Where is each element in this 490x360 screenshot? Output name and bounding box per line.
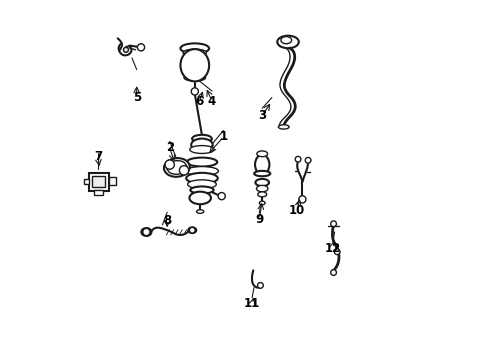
Ellipse shape bbox=[277, 36, 299, 48]
Circle shape bbox=[165, 160, 174, 169]
Ellipse shape bbox=[257, 151, 268, 157]
Ellipse shape bbox=[196, 210, 204, 213]
Circle shape bbox=[123, 47, 128, 52]
Circle shape bbox=[299, 196, 306, 203]
Ellipse shape bbox=[183, 49, 206, 56]
Ellipse shape bbox=[184, 75, 205, 81]
Ellipse shape bbox=[141, 228, 151, 236]
Circle shape bbox=[191, 88, 198, 95]
Ellipse shape bbox=[186, 167, 219, 176]
Ellipse shape bbox=[254, 171, 270, 176]
Ellipse shape bbox=[281, 37, 292, 44]
Ellipse shape bbox=[259, 201, 265, 205]
Text: 5: 5 bbox=[133, 91, 141, 104]
Ellipse shape bbox=[190, 186, 214, 194]
Ellipse shape bbox=[182, 66, 208, 72]
Ellipse shape bbox=[183, 70, 207, 77]
Ellipse shape bbox=[188, 227, 196, 233]
Ellipse shape bbox=[182, 60, 208, 67]
Ellipse shape bbox=[190, 192, 211, 204]
Text: 10: 10 bbox=[289, 204, 305, 217]
Ellipse shape bbox=[164, 158, 190, 177]
Bar bbox=[89, 173, 109, 191]
Ellipse shape bbox=[258, 192, 267, 197]
Circle shape bbox=[295, 156, 301, 162]
Ellipse shape bbox=[187, 158, 217, 167]
Bar bbox=[84, 179, 89, 184]
Circle shape bbox=[190, 227, 195, 233]
Circle shape bbox=[218, 193, 225, 200]
Circle shape bbox=[305, 157, 311, 163]
Text: 4: 4 bbox=[208, 95, 216, 108]
Ellipse shape bbox=[192, 135, 212, 143]
Circle shape bbox=[179, 166, 189, 175]
Ellipse shape bbox=[180, 49, 209, 81]
Text: 11: 11 bbox=[244, 297, 260, 310]
Text: 9: 9 bbox=[255, 213, 264, 226]
Ellipse shape bbox=[255, 155, 270, 175]
Circle shape bbox=[143, 228, 150, 235]
Circle shape bbox=[331, 221, 337, 226]
Ellipse shape bbox=[256, 185, 268, 192]
Circle shape bbox=[258, 283, 263, 288]
Circle shape bbox=[334, 249, 340, 255]
Ellipse shape bbox=[278, 125, 289, 129]
Circle shape bbox=[137, 44, 145, 51]
Bar bbox=[92, 176, 105, 187]
Bar bbox=[109, 177, 116, 185]
Ellipse shape bbox=[186, 173, 218, 184]
Text: 8: 8 bbox=[163, 214, 172, 227]
Ellipse shape bbox=[182, 55, 207, 61]
Ellipse shape bbox=[167, 161, 187, 174]
Ellipse shape bbox=[188, 180, 216, 189]
Text: 7: 7 bbox=[94, 150, 102, 163]
Text: 12: 12 bbox=[325, 242, 341, 255]
Text: 1: 1 bbox=[220, 130, 227, 144]
Bar bbox=[95, 190, 103, 195]
Ellipse shape bbox=[255, 179, 269, 186]
Ellipse shape bbox=[191, 139, 213, 151]
Text: 6: 6 bbox=[196, 95, 203, 108]
Ellipse shape bbox=[190, 145, 214, 153]
Circle shape bbox=[331, 270, 337, 275]
Text: 3: 3 bbox=[258, 109, 266, 122]
Ellipse shape bbox=[180, 43, 209, 53]
Text: 2: 2 bbox=[166, 141, 174, 154]
